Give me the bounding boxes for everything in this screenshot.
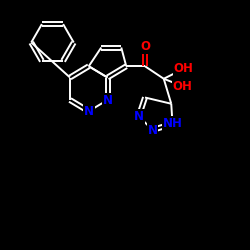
Text: NH: NH: [162, 117, 182, 130]
Text: O: O: [140, 40, 150, 53]
Text: N: N: [134, 110, 144, 123]
Text: N: N: [148, 124, 158, 136]
Text: N: N: [102, 94, 113, 106]
Text: OH: OH: [174, 62, 194, 75]
Text: N: N: [84, 105, 94, 118]
Text: OH: OH: [172, 80, 193, 93]
